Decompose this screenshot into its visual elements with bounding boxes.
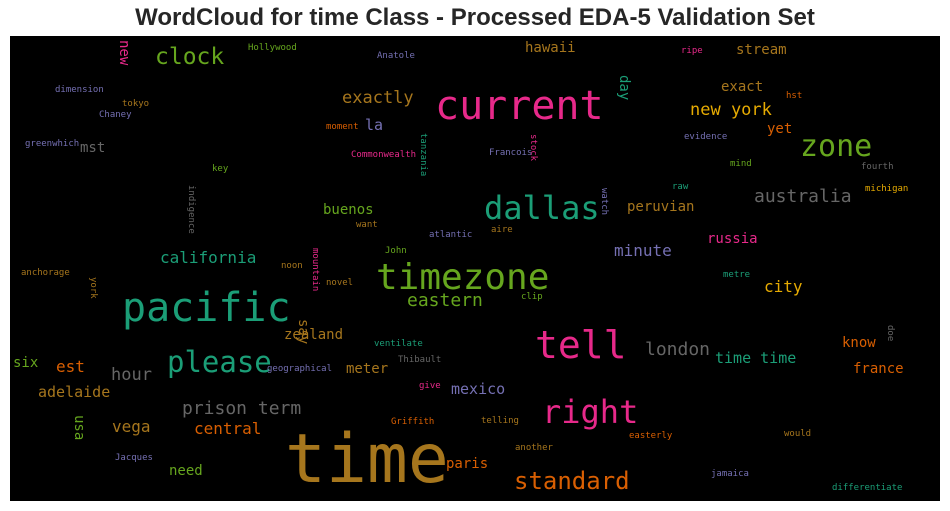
wordcloud-word: clock [155, 44, 225, 70]
wordcloud-word: russia [707, 231, 758, 247]
wordcloud-word: current [435, 83, 604, 129]
wordcloud-word: atlantic [429, 230, 473, 240]
wordcloud-word: peruvian [627, 199, 695, 215]
wordcloud-word: aire [491, 225, 513, 235]
wordcloud-word: australia [754, 186, 852, 207]
wordcloud-word: hawaii [525, 40, 576, 56]
wordcloud-word: timezone [376, 257, 550, 298]
wordcloud-word: la [365, 116, 384, 134]
wordcloud-word: minute [614, 241, 672, 260]
wordcloud-word: Hollywood [248, 43, 297, 53]
wordcloud-word: please [167, 345, 272, 379]
wordcloud-word: fourth [861, 162, 894, 172]
wordcloud-word: dallas [484, 189, 600, 227]
wordcloud-word: hour [111, 365, 152, 385]
wordcloud-word: pacific [122, 285, 291, 331]
wordcloud-word: london [645, 339, 711, 360]
wordcloud-word: prison term [182, 398, 302, 419]
wordcloud-word: doe [885, 325, 895, 342]
wordcloud-word: watch [599, 188, 609, 216]
wordcloud-word: raw [672, 182, 689, 192]
wordcloud-word: six [13, 355, 39, 371]
wordcloud-word: another [515, 443, 553, 453]
wordcloud-word: give [419, 381, 441, 391]
wordcloud-word: want [356, 220, 378, 230]
wordcloud-word: moment [326, 122, 359, 132]
wordcloud-word: ripe [681, 46, 703, 56]
wordcloud-word: mind [730, 159, 752, 169]
wordcloud-word: John [385, 246, 407, 256]
wordcloud-word: paris [446, 456, 489, 472]
wordcloud-word: tanzania [418, 133, 428, 177]
wordcloud-word: york [88, 277, 98, 299]
wordcloud-word: would [784, 429, 812, 439]
wordcloud-word: exactly [342, 88, 414, 108]
wordcloud-word: exact [721, 79, 764, 95]
wordcloud-word: standard [514, 467, 630, 495]
wordcloud-word: anchorage [21, 268, 70, 278]
wordcloud-word: Thibault [398, 355, 442, 365]
wordcloud-word: adelaide [38, 383, 111, 401]
wordcloud-word: city [764, 277, 803, 296]
wordcloud-word: greenwhich [25, 139, 80, 149]
wordcloud-word: key [212, 164, 229, 174]
wordcloud-word: time time [715, 349, 797, 367]
wordcloud-word: evidence [684, 132, 728, 142]
wordcloud-word: zealand [284, 327, 344, 343]
wordcloud-word: mountain [310, 248, 320, 292]
wordcloud-word: tokyo [122, 99, 150, 109]
wordcloud-word: stream [736, 42, 787, 58]
wordcloud-word: Commonwealth [351, 150, 417, 160]
wordcloud-word: eastern [407, 290, 483, 311]
wordcloud-word: mst [80, 140, 106, 156]
wordcloud-word: right [542, 393, 639, 431]
wordcloud-word: buenos [323, 202, 374, 218]
wordcloud-word: noon [281, 261, 303, 271]
wordcloud-canvas: time current pacific timezone tell right dalla… [10, 36, 940, 501]
wordcloud-word: new york [690, 100, 772, 120]
wordcloud-word: day [616, 75, 632, 101]
wordcloud-word: mexico [451, 380, 506, 398]
wordcloud-word: time [285, 420, 449, 499]
wordcloud-word: Griffith [391, 417, 435, 427]
wordcloud-word: hst [786, 91, 803, 101]
wordcloud-word: geographical [267, 364, 333, 374]
wordcloud-word: est [56, 357, 85, 376]
wordcloud-word: telling [481, 416, 519, 426]
wordcloud-word: Anatole [377, 51, 415, 61]
wordcloud-word: france [853, 361, 904, 377]
wordcloud-word: ventilate [374, 339, 423, 349]
chart-title: WordCloud for time Class - Processed EDA… [135, 4, 815, 31]
wordcloud-word: california [160, 248, 257, 267]
wordcloud-word: Jacques [115, 453, 153, 463]
wordcloud-word: new [116, 40, 132, 66]
wordcloud-word: need [169, 463, 203, 479]
wordcloud-word: vega [112, 417, 151, 436]
wordcloud-word: indigence [186, 185, 196, 234]
wordcloud-word: metre [723, 270, 751, 280]
wordcloud-word: tell [535, 323, 627, 367]
wordcloud-word: differentiate [832, 483, 903, 493]
wordcloud-word: zone [800, 129, 873, 164]
wordcloud-word: dimension [55, 85, 104, 95]
wordcloud-word: meter [346, 361, 389, 377]
wordcloud-word: central [194, 419, 262, 438]
wordcloud-word: usa [71, 415, 87, 441]
wordcloud-word: novel [326, 278, 354, 288]
wordcloud-word: know [842, 335, 876, 351]
wordcloud-word: yet [767, 121, 793, 137]
wordcloud-word: michigan [865, 184, 909, 194]
wordcloud-word: clip [521, 292, 543, 302]
wordcloud-word: easterly [629, 431, 673, 441]
wordcloud-word: say [295, 319, 311, 345]
wordcloud-word: Chaney [99, 110, 132, 120]
wordcloud-word: Francois [489, 148, 533, 158]
wordcloud-word: jamaica [711, 469, 749, 479]
